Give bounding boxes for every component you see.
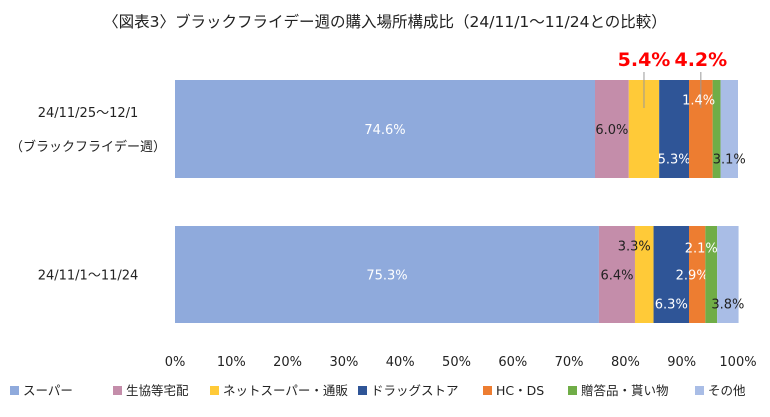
legend-swatch (695, 386, 704, 395)
x-tick-label: 40% (386, 355, 415, 370)
category-label: 24/11/25～12/1 (38, 106, 139, 121)
data-label: 74.6% (364, 123, 405, 138)
bar-segment (175, 226, 599, 323)
data-label: 1.4% (682, 94, 715, 109)
x-tick-label: 60% (498, 355, 527, 370)
bar-segment (598, 226, 635, 323)
x-tick-label: 80% (611, 355, 640, 370)
data-label: 2.1% (685, 241, 718, 256)
bar-segment (634, 226, 654, 323)
x-tick-label: 0% (165, 355, 186, 370)
legend-swatch (210, 386, 219, 395)
legend-swatch (568, 386, 577, 395)
legend-label: その他 (708, 383, 746, 398)
data-label: 6.3% (655, 298, 688, 313)
x-tick-label: 70% (555, 355, 584, 370)
bar-segment (175, 80, 595, 178)
chart-title: 〈図表3〉ブラックフライデー週の購入場所構成比（24/11/1～11/24との比… (103, 12, 667, 31)
bar-segment (689, 226, 706, 323)
bar-segment (594, 80, 629, 178)
legend-swatch (358, 386, 367, 395)
data-label: 2.9% (676, 269, 709, 284)
legend-swatch (113, 386, 122, 395)
x-tick-label: 100% (719, 355, 756, 370)
legend-label: HC・DS (496, 383, 544, 398)
bar-segment (712, 80, 721, 178)
legend-label: 贈答品・貰い物 (581, 383, 669, 398)
x-tick-label: 50% (442, 355, 471, 370)
data-label: 3.1% (713, 152, 746, 167)
legend-label: ネットスーパー・通販 (223, 383, 348, 398)
data-label: 3.8% (711, 298, 744, 313)
x-tick-label: 20% (273, 355, 302, 370)
category-label: 24/11/1～11/24 (38, 269, 139, 284)
bar-segment (717, 226, 739, 323)
bar-segment (720, 80, 738, 178)
legend-label: 生協等宅配 (126, 383, 189, 398)
data-label: 6.4% (600, 269, 633, 284)
data-label: 5.3% (658, 152, 691, 167)
x-tick-label: 90% (667, 355, 696, 370)
callout-label: 4.2% (674, 49, 727, 71)
data-label: 3.3% (618, 239, 651, 254)
bar-segment (705, 226, 718, 323)
legend-swatch (10, 386, 19, 395)
data-label: 75.3% (366, 269, 407, 284)
bar-segment (659, 80, 690, 178)
legend-label: スーパー (23, 383, 73, 398)
legend-swatch (483, 386, 492, 395)
bar-segment (689, 80, 713, 178)
legend-label: ドラッグストア (371, 383, 459, 398)
callout-label: 5.4% (618, 49, 671, 71)
x-tick-label: 10% (217, 355, 246, 370)
x-tick-label: 30% (329, 355, 358, 370)
bar-segment (653, 226, 690, 323)
category-label: （ブラックフライデー週） (10, 139, 166, 155)
data-label: 6.0% (595, 123, 628, 138)
